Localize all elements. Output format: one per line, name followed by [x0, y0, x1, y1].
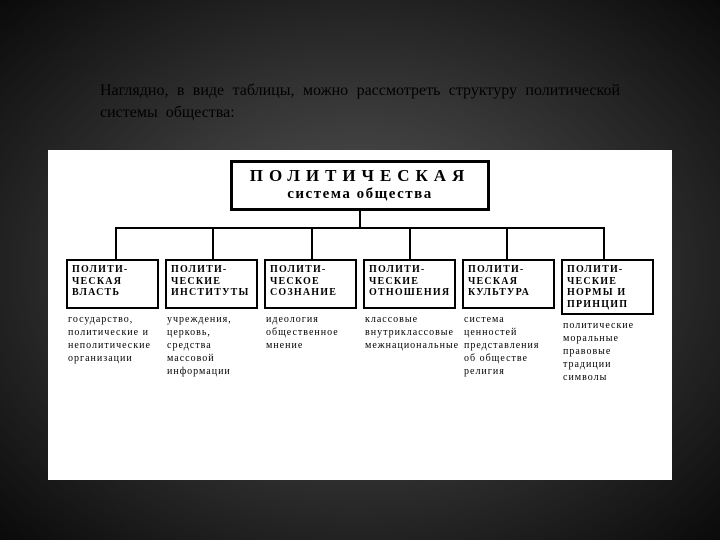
root-title-line2: система общества [241, 186, 479, 203]
connector-area [66, 211, 654, 259]
column-1: ПОЛИТИ-ЧЕСКИЕ ИНСТИТУТЫучреждения, церко… [165, 259, 258, 384]
connector-horizontal [116, 227, 604, 229]
connector-down-4 [506, 227, 508, 259]
column-5: ПОЛИТИ-ЧЕСКИЕ НОРМЫ И ПРИНЦИПполитически… [561, 259, 654, 384]
column-body-1: учреждения, церковь, средства массовой и… [165, 309, 258, 378]
column-head-4: ПОЛИТИ-ЧЕСКАЯ КУЛЬТУРА [462, 259, 555, 309]
column-head-2: ПОЛИТИ-ЧЕСКОЕ СОЗНАНИЕ [264, 259, 357, 309]
connector-down-1 [212, 227, 214, 259]
columns-row: ПОЛИТИ-ЧЕСКАЯ ВЛАСТЬгосударство, политич… [66, 259, 654, 384]
root-title-line1: ПОЛИТИЧЕСКАЯ [241, 166, 479, 186]
root-node: ПОЛИТИЧЕСКАЯ система общества [230, 160, 490, 211]
column-head-3: ПОЛИТИ-ЧЕСКИЕ ОТНОШЕНИЯ [363, 259, 456, 309]
column-0: ПОЛИТИ-ЧЕСКАЯ ВЛАСТЬгосударство, политич… [66, 259, 159, 384]
column-body-4: система ценностей представления об общес… [462, 309, 555, 378]
connector-down-0 [115, 227, 117, 259]
column-body-5: политические моральные правовые традиции… [561, 315, 654, 384]
column-head-0: ПОЛИТИ-ЧЕСКАЯ ВЛАСТЬ [66, 259, 159, 309]
connector-down-2 [311, 227, 313, 259]
column-head-1: ПОЛИТИ-ЧЕСКИЕ ИНСТИТУТЫ [165, 259, 258, 309]
diagram-panel: ПОЛИТИЧЕСКАЯ система общества ПОЛИТИ-ЧЕС… [48, 150, 672, 480]
column-body-0: государство, политические и неполитическ… [66, 309, 159, 365]
connector-root-down [359, 211, 361, 227]
column-2: ПОЛИТИ-ЧЕСКОЕ СОЗНАНИЕидеология обществе… [264, 259, 357, 384]
connector-down-5 [603, 227, 605, 259]
connector-down-3 [409, 227, 411, 259]
column-4: ПОЛИТИ-ЧЕСКАЯ КУЛЬТУРАсистема ценностей … [462, 259, 555, 384]
column-3: ПОЛИТИ-ЧЕСКИЕ ОТНОШЕНИЯклассовые внутрик… [363, 259, 456, 384]
column-body-3: классовые внутриклассовые межнациональны… [363, 309, 456, 352]
column-body-2: идеология общественное мнение [264, 309, 357, 352]
intro-text: Наглядно, в виде таблицы, можно рассмотр… [100, 80, 620, 123]
column-head-5: ПОЛИТИ-ЧЕСКИЕ НОРМЫ И ПРИНЦИП [561, 259, 654, 315]
slide-background: Наглядно, в виде таблицы, можно рассмотр… [0, 0, 720, 540]
